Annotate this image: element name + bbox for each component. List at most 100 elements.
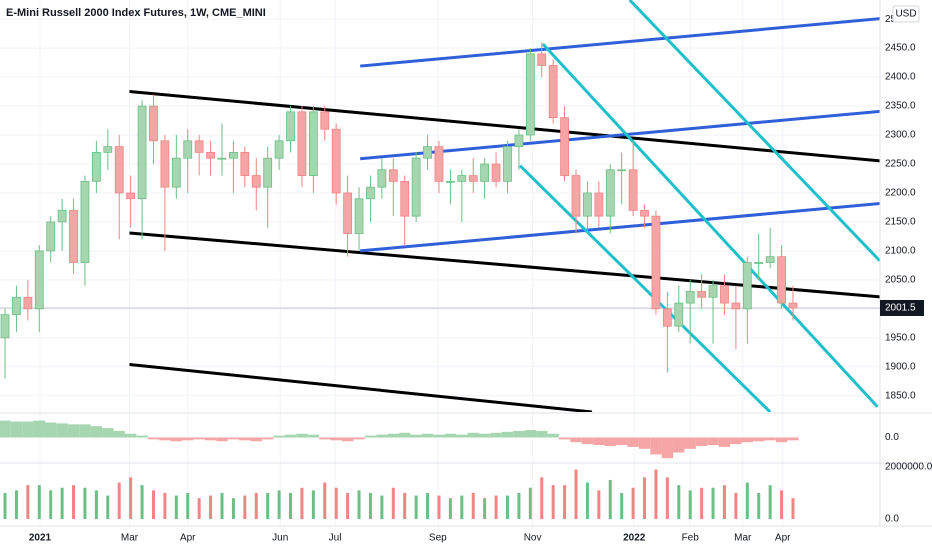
oscillator-bar [661,437,674,459]
oscillator-bar [10,421,23,438]
oscillator-bar [558,437,571,440]
candle-body [400,180,410,217]
volume-bar [186,492,190,519]
last-price-box [880,299,924,316]
y-tick-label: 2050.0 [885,275,916,286]
volume-bar [483,498,487,519]
oscillator-bar [593,437,605,446]
volume-bar [426,492,430,519]
candle-body [149,105,158,142]
x-tick-label: Jun [272,533,288,544]
volume-bar [334,487,338,519]
candle-body [548,65,558,119]
volume-bar [26,485,30,519]
oscillator-bar [159,437,171,441]
candle-body [354,198,364,234]
candle-body [229,151,238,159]
volume-bar [700,487,704,519]
candle-body [445,180,455,183]
volume-bar [665,477,669,519]
oscillator-bar [524,429,537,438]
candle-body [23,296,33,310]
oscillator-bar [421,433,434,438]
oscillator-bar [330,437,342,441]
candle-body [788,302,798,309]
volume-bar [654,469,658,519]
y-tick-label: 1950.0 [885,332,916,343]
candle-body [583,192,592,217]
volume-bar [745,482,749,519]
candle-body [560,117,569,176]
oscillator-bar [673,437,685,453]
oscillator-bar [239,437,251,441]
oscillator-bar [627,437,639,447]
oscillator-bar [170,437,183,442]
currency[interactable]: USD [895,9,916,20]
oscillator-bar [410,434,422,438]
candle-body [263,157,273,188]
oscillator-bar [775,437,788,443]
oscillator-bar [501,431,514,438]
currency-box[interactable] [892,5,920,23]
volume-bar [220,492,224,519]
x-tick-label: 2021 [29,533,52,544]
volume-bar [494,495,498,519]
volume-bar [528,487,532,519]
oscillator-bar [536,430,548,438]
oscillator-bar [456,434,468,438]
volume-bar [151,490,155,519]
candle-body [434,146,444,182]
volume-bar [380,495,384,519]
oscillator-bar [741,437,754,443]
volume-bar [540,477,544,519]
volume-bar [677,485,681,519]
y-tick-label: 2450.0 [885,43,916,54]
volume-bar [72,485,76,519]
oscillator-bar [261,437,274,440]
candle-body [114,146,124,194]
candle-body [91,151,101,182]
candle-body [69,209,78,263]
volume-bar [197,498,201,519]
candle-body [103,146,113,153]
candle-body [640,209,649,217]
oscillator-bar [764,437,776,441]
volume-bar [357,490,361,519]
oscillator-bar [250,437,262,442]
volume-bar [608,479,612,519]
volume-bar [266,492,270,519]
candle-body [12,296,21,316]
volume-tick-label: 0.0 [885,514,899,525]
x-tick-label: Apr [775,533,791,544]
oscillator-bar [490,432,502,438]
candle-body [594,192,604,217]
trend-line [360,109,880,161]
oscillator-bar [33,420,45,438]
oscillator-bar [136,435,148,438]
candle-body [731,302,741,310]
volume-bar [551,485,555,519]
oscillator-bar [570,437,582,443]
volume-bar [414,495,418,519]
oscillator-bar [399,432,411,438]
oscillator-bar [341,437,354,442]
y-tick-label: 2100.0 [885,246,916,257]
volume-bar [597,490,601,519]
volume-bar [83,487,87,519]
candle-body [274,140,284,159]
candle-body [286,111,295,142]
oscillator-bar [730,437,742,445]
volume-bar [643,477,647,519]
x-tick-label: Mar [121,533,139,544]
oscillator-bar [113,430,125,438]
candle-body [171,157,181,188]
volume-bar [106,495,110,519]
candle-body [503,146,512,182]
candle-body [34,250,44,310]
volume-bar [49,490,53,519]
volume-bar [300,487,304,519]
x-tick-label: Sep [429,533,447,544]
trend-line [129,362,593,412]
oscillator-bar [193,437,205,440]
